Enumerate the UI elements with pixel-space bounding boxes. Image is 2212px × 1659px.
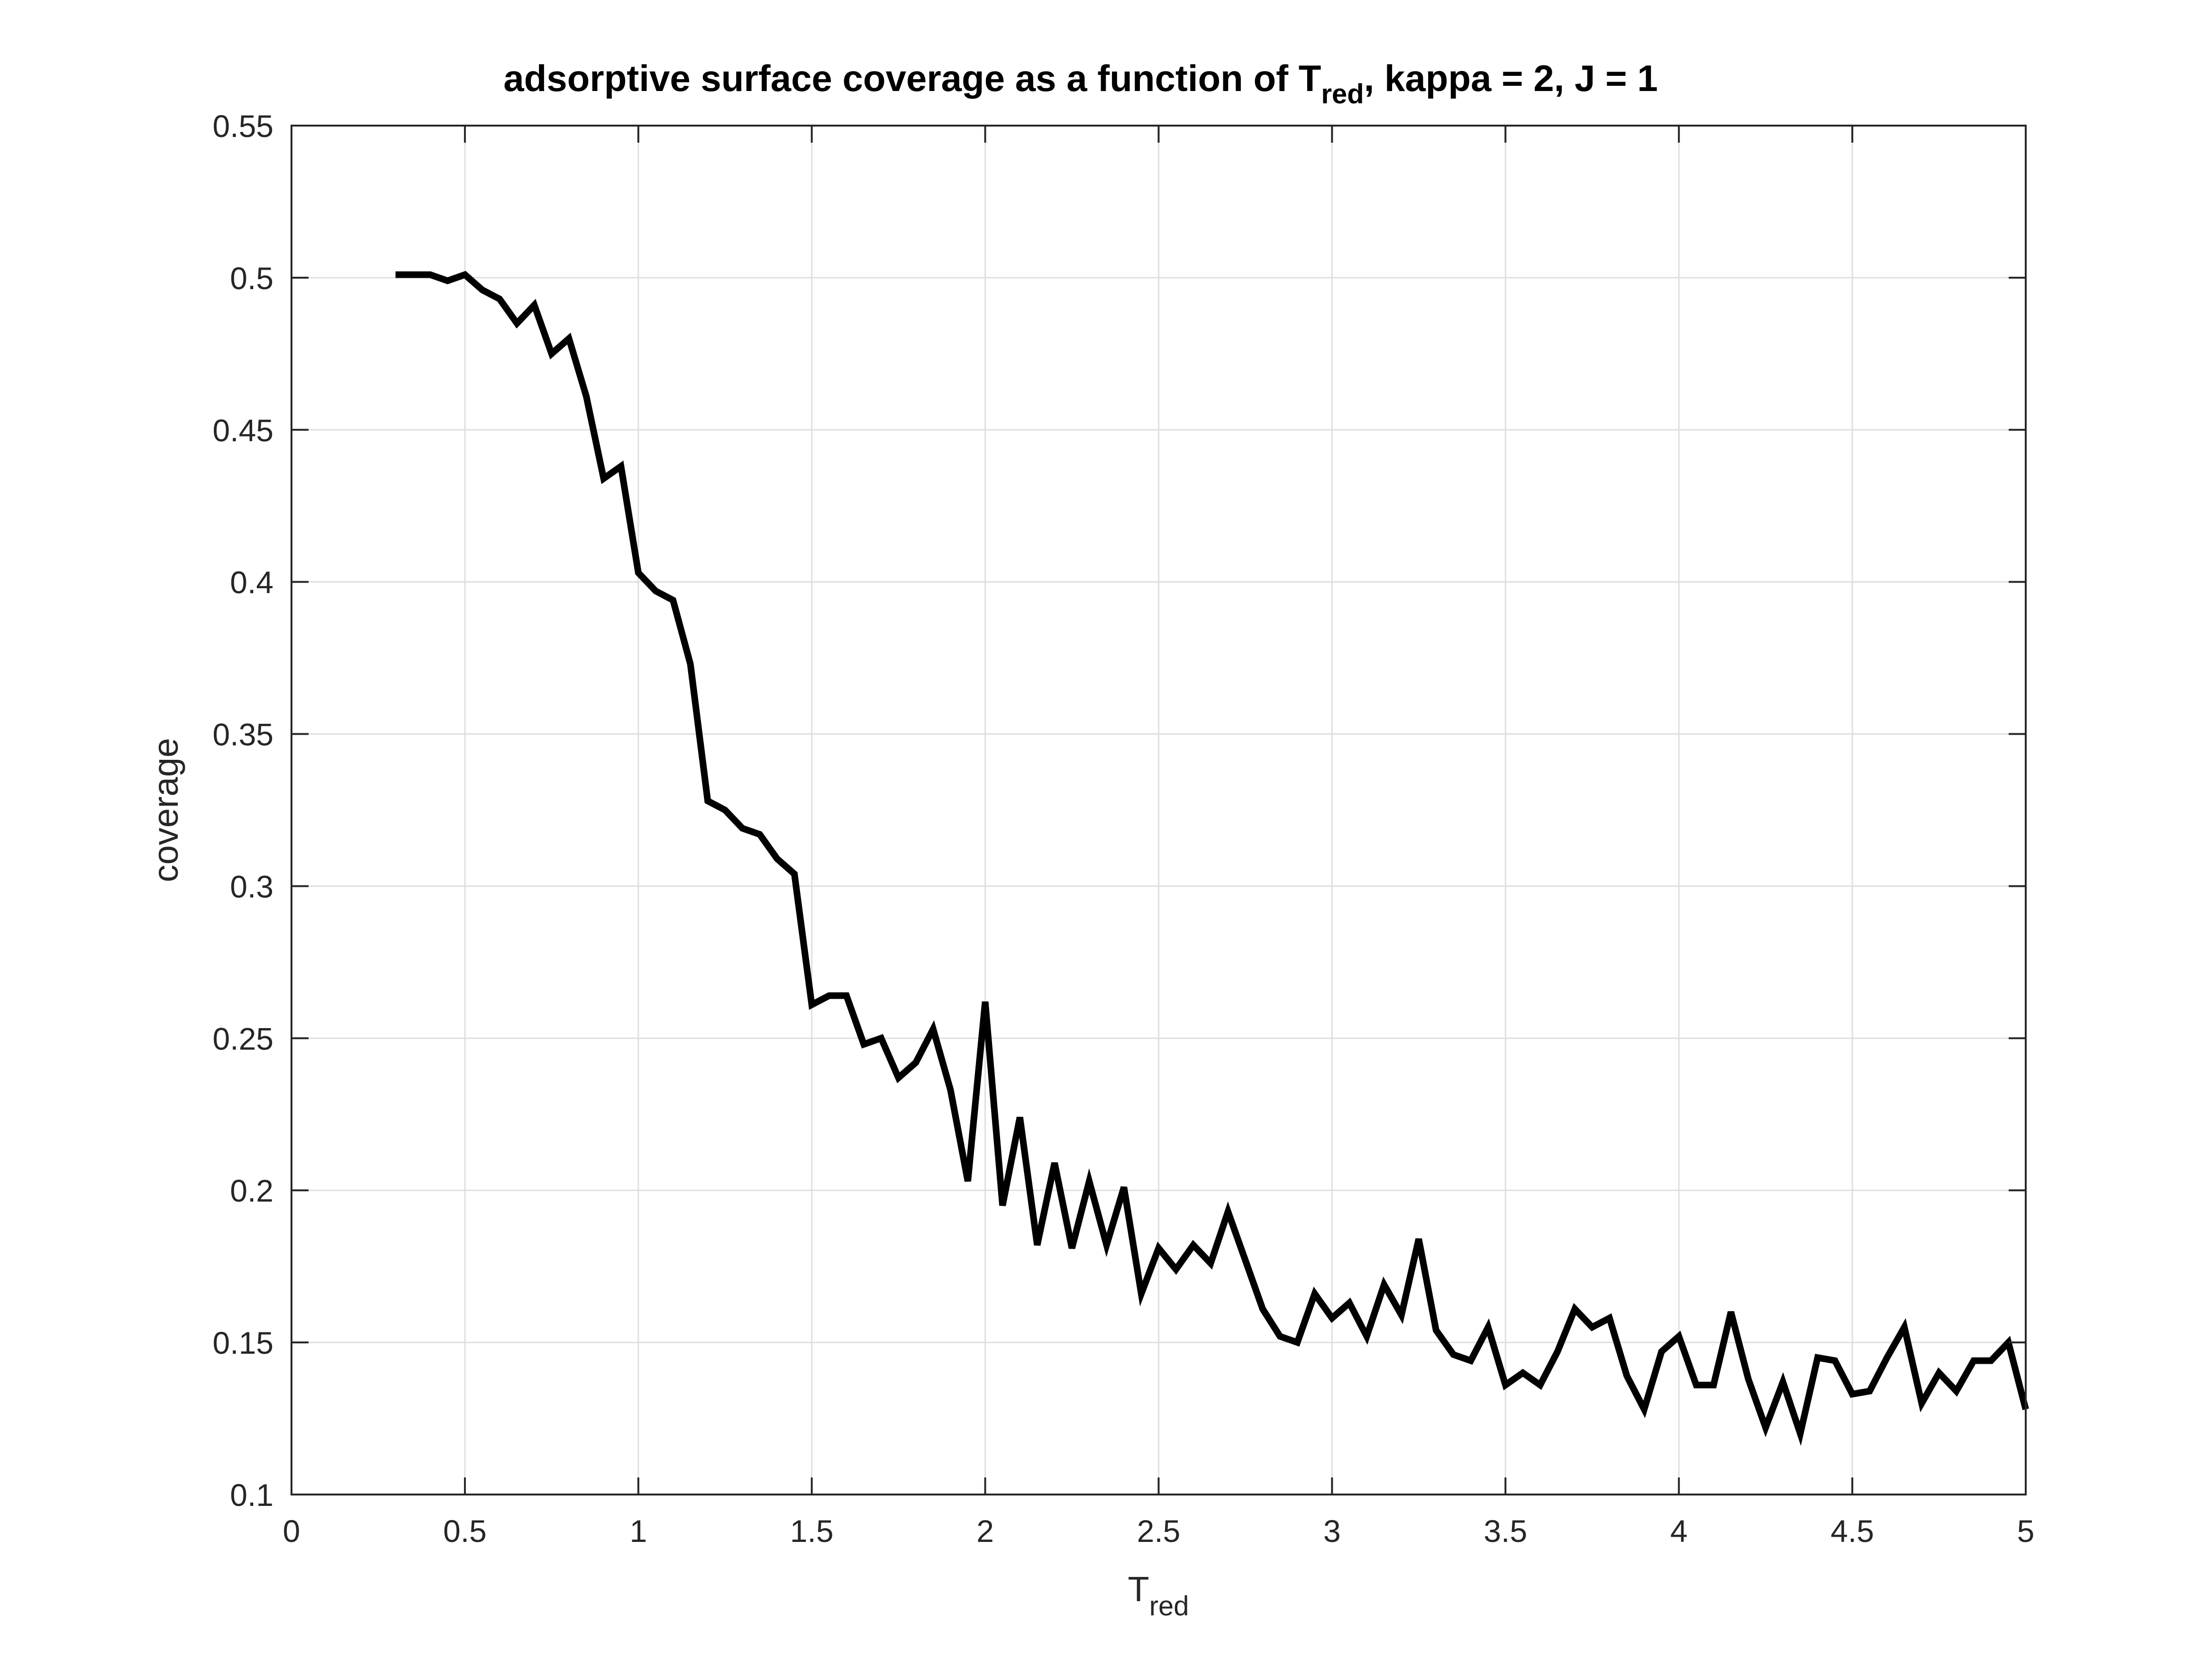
y-tick-label: 0.5 <box>230 261 273 296</box>
x-tick-label: 2.5 <box>1137 1513 1181 1549</box>
x-tick-label: 3.5 <box>1484 1513 1527 1549</box>
y-tick-label: 0.55 <box>213 109 273 144</box>
y-axis-label: coverage <box>146 738 185 882</box>
y-tick-labels: 0.1 0.15 0.2 0.25 0.3 0.35 0.4 0.45 0.5 0.55 <box>213 109 273 1513</box>
x-axis-label-base: T <box>1128 1569 1149 1609</box>
x-tick-label: 0.5 <box>443 1513 487 1549</box>
x-tick-label: 5 <box>2017 1513 2035 1549</box>
x-tick-label: 4 <box>1670 1513 1688 1549</box>
y-tick-label: 0.4 <box>230 565 273 600</box>
x-tick-label: 4.5 <box>1830 1513 1874 1549</box>
x-axis-label: Tred <box>1128 1569 1189 1622</box>
x-tick-label: 2 <box>976 1513 994 1549</box>
y-tick-label: 0.1 <box>230 1477 273 1513</box>
chart-title-prefix: adsorptive surface coverage as a functio… <box>503 57 1321 99</box>
coverage-series-line <box>395 271 2029 1446</box>
y-tick-label: 0.45 <box>213 413 273 448</box>
x-tick-label: 0 <box>283 1513 300 1549</box>
x-tick-label: 1 <box>629 1513 647 1549</box>
x-tick-label: 3 <box>1323 1513 1341 1549</box>
chart-title-subscript: red <box>1321 79 1364 109</box>
y-tick-label: 0.3 <box>230 869 273 904</box>
series <box>395 271 2029 1446</box>
x-tick-labels: 0 0.5 1 1.5 2 2.5 3 3.5 4 4.5 5 <box>283 1513 2035 1549</box>
y-tick-label: 0.15 <box>213 1325 273 1360</box>
x-tick-label: 1.5 <box>790 1513 834 1549</box>
x-axis-label-subscript: red <box>1149 1591 1189 1622</box>
axis-ticks <box>291 125 2027 1495</box>
y-tick-label: 0.35 <box>213 717 273 752</box>
chart-title-suffix: , kappa = 2, J = 1 <box>1364 57 1658 99</box>
y-tick-label: 0.2 <box>230 1173 273 1208</box>
chart-title: adsorptive surface coverage as a functio… <box>503 57 1658 109</box>
y-tick-label: 0.25 <box>213 1021 273 1056</box>
